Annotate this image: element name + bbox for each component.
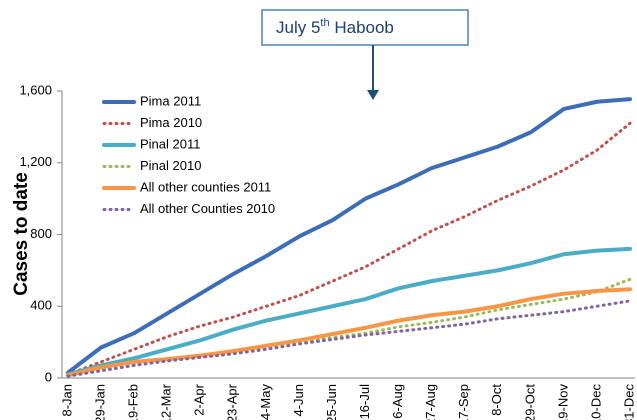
x-tick-label: 29-Jan	[92, 384, 107, 420]
y-axis-label: Cases to date	[11, 172, 32, 296]
legend-label: All other counties 2011	[140, 179, 271, 194]
series-line	[66, 246, 632, 377]
annotation-part: Haboob	[330, 18, 394, 37]
y-tick-label: 1,600	[19, 82, 52, 97]
annotation-part: July 5	[276, 18, 320, 37]
series-line	[66, 287, 632, 378]
y-tick-label: 400	[30, 298, 52, 313]
annotation-sup: th	[320, 17, 329, 29]
x-tick-label: 12-Mar	[159, 383, 174, 420]
series-line	[66, 299, 632, 378]
x-tick-label: 29-Oct	[522, 384, 537, 420]
x-tick-label: 16-Jul	[357, 384, 372, 420]
series-line	[66, 121, 632, 376]
y-tick-label: 800	[30, 226, 52, 241]
x-tick-label: 23-Apr	[225, 383, 240, 420]
x-tick-label: 25-Jun	[324, 384, 339, 420]
annotation-box	[261, 9, 469, 46]
x-tick-label: 10-Dec	[588, 384, 603, 420]
arrow-head	[367, 90, 379, 100]
x-tick-label: 8-Oct	[489, 384, 504, 416]
legend-label: Pima 2010	[140, 115, 202, 130]
legend-label: Pima 2011	[140, 93, 201, 108]
y-tick-label: 0	[45, 369, 52, 384]
annotation-text: July 5th Haboob	[276, 17, 394, 38]
x-tick-label: 2-Apr	[192, 383, 207, 415]
x-tick-label: 8-Jan	[59, 384, 74, 417]
x-tick-label: 4-Jun	[291, 384, 306, 417]
x-tick-label: 19-Feb	[126, 384, 141, 420]
x-tick-label: 6-Aug	[390, 384, 405, 419]
x-tick-label: 14-May	[258, 384, 273, 420]
legend-label: Pinal 2010	[140, 158, 201, 173]
legend-label: All other Counties 2010	[140, 201, 275, 216]
series-line	[66, 97, 632, 375]
x-tick-label: 17-Sep	[456, 384, 471, 420]
x-tick-label: 27-Aug	[423, 384, 438, 420]
x-tick-label: 19-Nov	[555, 384, 570, 420]
legend-label: Pinal 2011	[140, 136, 200, 151]
x-tick-label: 31-Dec	[621, 384, 636, 420]
y-tick-label: 1,200	[19, 154, 52, 169]
